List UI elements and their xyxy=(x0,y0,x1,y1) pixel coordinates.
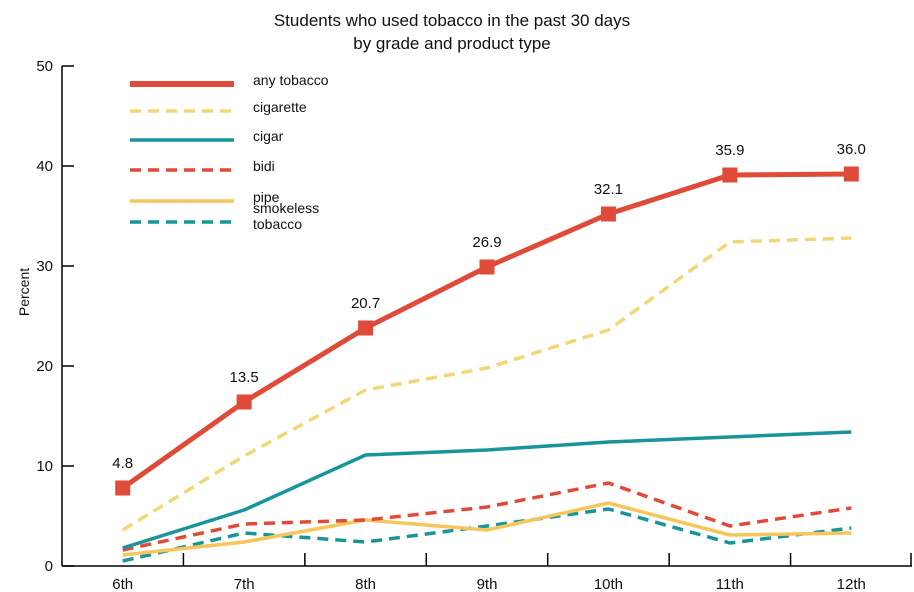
legend-label-smokeless-tobacco: smokeless tobacco xyxy=(253,200,319,232)
markers xyxy=(115,166,859,496)
x-tick-label: 6th xyxy=(112,576,133,592)
series-line-any-tobacco xyxy=(121,171,852,491)
data-label: 26.9 xyxy=(472,234,501,251)
x-tick-label: 11th xyxy=(716,576,744,592)
y-tick-label: 30 xyxy=(36,258,53,275)
data-label: 36.0 xyxy=(837,141,866,158)
data-point-marker xyxy=(722,167,738,183)
y-tick-label: 50 xyxy=(36,58,53,75)
x-tick-label: 8th xyxy=(355,576,376,592)
chart-title: Students who used tobacco in the past 30… xyxy=(274,11,630,30)
legend-label-cigarette: cigarette xyxy=(253,99,307,115)
chart-subtitle: by grade and product type xyxy=(353,34,551,53)
data-label: 32.1 xyxy=(594,181,623,198)
x-tick-label: 12th xyxy=(837,576,866,592)
legend: any tobacco cigarette cigar bidi pipesmokele… xyxy=(130,72,329,232)
data-point-marker xyxy=(843,166,859,182)
data-point-marker xyxy=(236,394,252,410)
data-label: 4.8 xyxy=(112,455,133,472)
y-tick-label: 40 xyxy=(36,158,53,175)
data-label: 35.9 xyxy=(715,142,744,159)
y-tick-label: 0 xyxy=(45,558,53,575)
y-axis-label: Percent xyxy=(16,268,32,316)
legend-label-pipe: pipe xyxy=(253,189,280,205)
data-label: 13.5 xyxy=(230,369,259,386)
series-line-pipe xyxy=(122,501,852,557)
series-line-bidi xyxy=(122,481,852,552)
legend-label-cigar: cigar xyxy=(253,128,284,144)
data-point-marker xyxy=(479,259,495,275)
series-line-cigarette xyxy=(121,236,852,532)
legend-label-any-tobacco: any tobacco xyxy=(253,72,329,88)
series-line-cigar xyxy=(122,430,852,550)
legend-label-bidi: bidi xyxy=(253,158,275,174)
data-point-marker xyxy=(115,480,131,496)
x-tick-label: 10th xyxy=(594,576,623,592)
data-labels: 4.8 13.5 20.7 26.9 32.1 35.9 36.0 xyxy=(112,141,866,472)
series-lines xyxy=(121,171,852,563)
x-tick-label: 7th xyxy=(234,576,255,592)
y-tick-label: 20 xyxy=(36,358,53,375)
axes: 0 10 20 30 40 50 6th 7th 8th 9th 10th 11th 12th xyxy=(36,58,912,592)
x-tick-label: 9th xyxy=(477,576,498,592)
series-line-smokeless-tobacco xyxy=(122,507,852,563)
data-label: 20.7 xyxy=(351,295,380,312)
data-point-marker xyxy=(600,206,616,222)
y-tick-label: 10 xyxy=(36,458,53,475)
data-point-marker xyxy=(358,320,374,336)
